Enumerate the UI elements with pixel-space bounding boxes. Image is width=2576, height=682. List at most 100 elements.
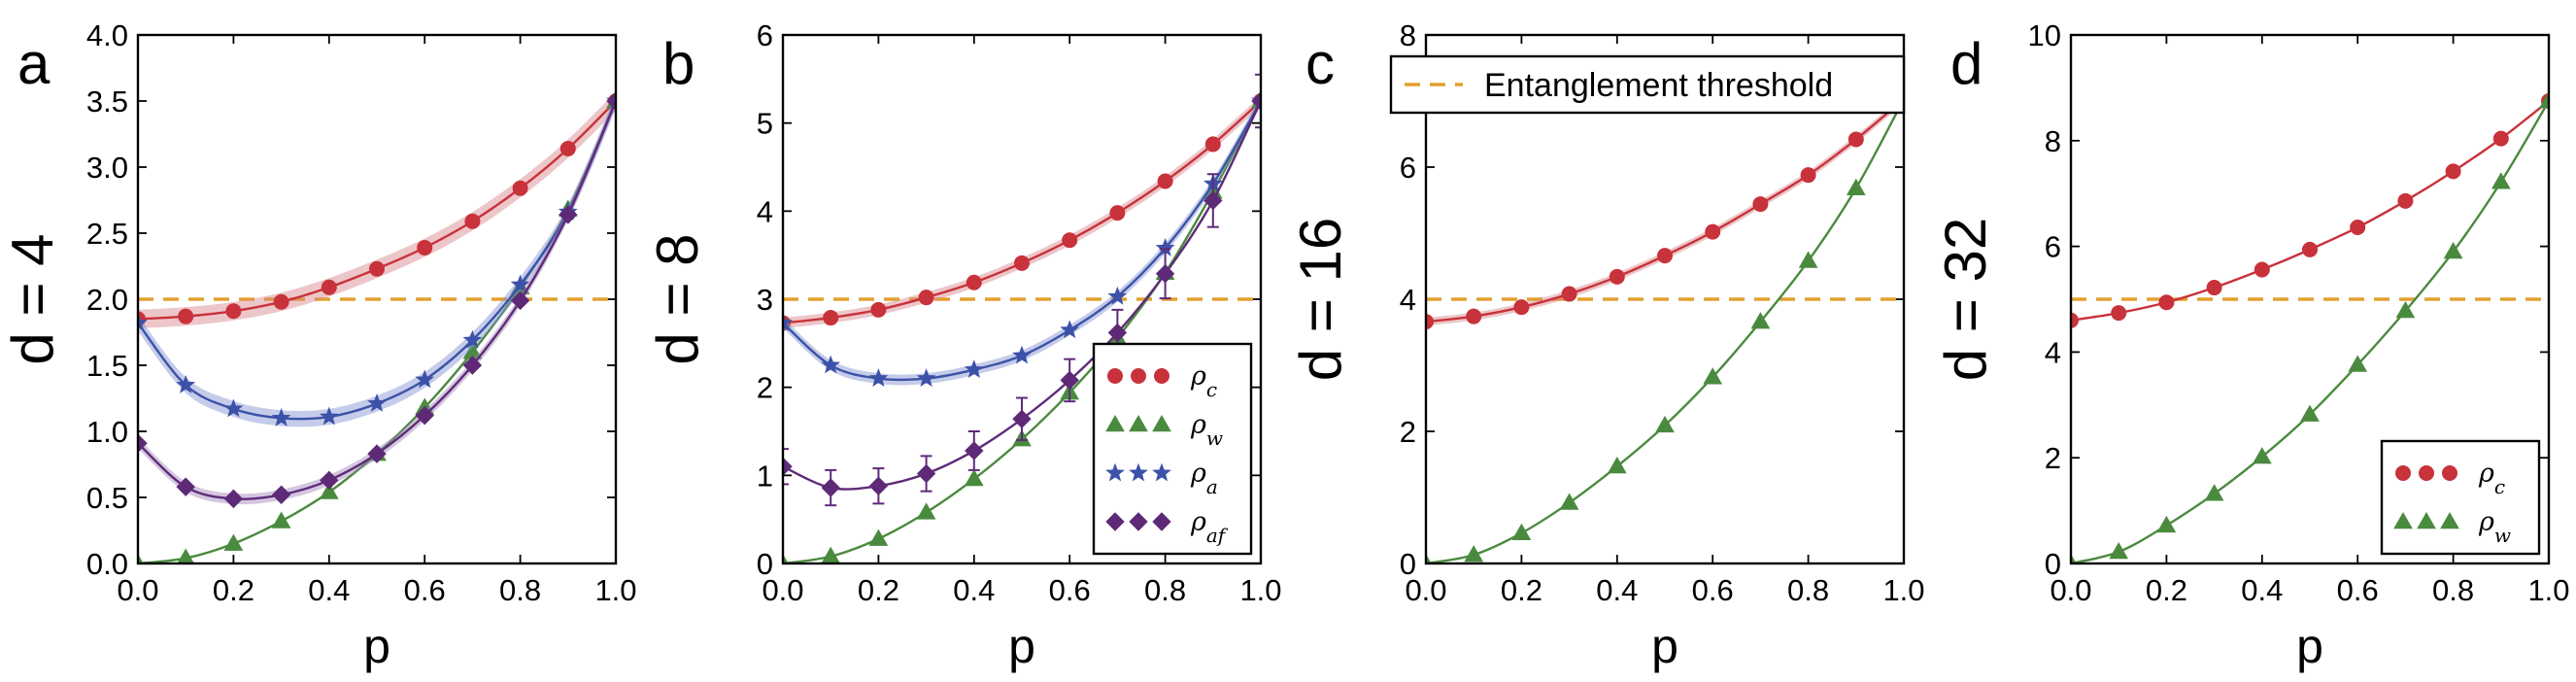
series-rho-af [138,91,616,509]
data-point [2395,300,2416,319]
series-rho-w [2071,90,2549,563]
legend-marker [1129,462,1148,482]
x-tick-label: 1.0 [2527,573,2569,607]
data-point [1705,223,1721,240]
panel-c: c d = 16 p 0.0 0.2 0.4 0.6 0.8 1.0 0 2 4 6 8 Entanglem… [1288,18,1925,673]
data-point [1464,545,1484,563]
y-tick-label: 0 [757,547,773,581]
data-point [2252,447,2272,464]
x-tick-label: 0.6 [1692,573,1734,607]
data-point [1204,136,1221,153]
legend-marker [2440,511,2459,529]
data-point [223,533,244,551]
x-tick-label: 0.0 [117,573,158,607]
data-point [965,441,984,460]
legend-label: ρaf [1190,507,1229,547]
series-rho-a [138,90,616,427]
data-point [783,313,793,331]
data-point [417,239,433,256]
data-point [2071,312,2079,328]
data-point [225,303,242,320]
data-point [321,279,337,295]
x-tick-label: 0.0 [1405,573,1446,607]
data-point [916,368,936,388]
y-tick-label: 0 [1400,547,1416,581]
data-point [2111,305,2127,322]
y-tick-label: 1.5 [86,349,128,383]
data-point [868,529,889,546]
data-point [783,457,793,476]
series-rho-c [138,91,616,328]
panel-letter: d [1950,31,1983,96]
data-point [510,274,530,293]
data-point [462,329,483,349]
panel-letter: a [17,31,51,96]
data-point [2348,355,2368,372]
data-point [2300,404,2320,422]
plot-area [2071,90,2549,563]
x-tick-label: 0.8 [2432,573,2474,607]
data-point [1559,493,1579,510]
fit-curve [783,100,1261,324]
legend-marker [1152,414,1171,432]
data-point [177,548,195,563]
data-point [2492,130,2509,147]
x-tick-label: 0.2 [213,573,254,607]
x-axis-label: p [363,619,390,673]
y-tick-label: 4 [757,194,773,228]
data-point [271,407,291,426]
legend-marker [1105,462,1125,482]
x-tick-label: 0.8 [499,573,541,607]
data-point [2443,242,2463,259]
series-rho-w [1426,88,1904,563]
data-point [1847,131,1864,148]
x-axis-label: p [1008,619,1035,673]
data-point [1107,323,1128,343]
data-point [1655,415,1675,433]
y-tick-label: 2 [1400,415,1416,449]
data-point [369,260,385,277]
data-point [1014,255,1030,271]
data-point [2204,484,2224,501]
fit-curve [2071,100,2549,322]
legend-marker [2419,465,2434,481]
x-tick-label: 0.2 [1501,573,1542,607]
data-point [462,356,483,375]
data-point [1846,178,1866,196]
data-point [1109,205,1126,222]
legend-marker [1131,368,1146,384]
legend-label: Entanglement threshold [1484,67,1833,104]
data-point [1157,173,1173,189]
data-point [1466,308,1482,324]
data-point [868,368,889,388]
x-tick-label: 0.4 [308,573,350,607]
data-point [606,91,616,111]
legend-box [2380,439,2541,556]
data-point [138,313,148,331]
axes-frame [781,33,1263,565]
legend-marker [1105,414,1125,432]
data-point [273,293,289,310]
fit-curve [138,100,616,500]
panel-b: b d = 8 p 0.0 0.2 0.4 0.6 0.8 1.0 0 1 2 3 4 5 6 ρc ρw ρa ρa… [645,18,1282,673]
data-point [2397,192,2414,209]
series-rho-c [783,93,1261,331]
data-point [367,393,387,412]
y-tick-label: 6 [1400,151,1416,185]
data-point [823,310,839,326]
data-point [1703,367,1723,385]
legend-label: ρa [1190,459,1218,498]
x-tick-label: 1.0 [594,573,636,607]
legend: Entanglement threshold [1389,54,1906,115]
x-axis-label: p [1651,619,1678,673]
legend-label: ρc [1190,361,1217,401]
data-point [1203,190,1223,211]
data-point [1750,312,1771,329]
data-point [2206,280,2222,296]
panel-a: a d = 4 p 0.0 0.2 0.4 0.6 0.8 1.0 0.0 0.5 1.0 1.5 2.0… [0,18,637,673]
legend-marker [1152,512,1171,531]
legend-marker [2417,511,2436,529]
data-point [1251,91,1261,111]
y-tick-label: 2.5 [86,217,128,251]
fit-curve [1426,98,1904,324]
